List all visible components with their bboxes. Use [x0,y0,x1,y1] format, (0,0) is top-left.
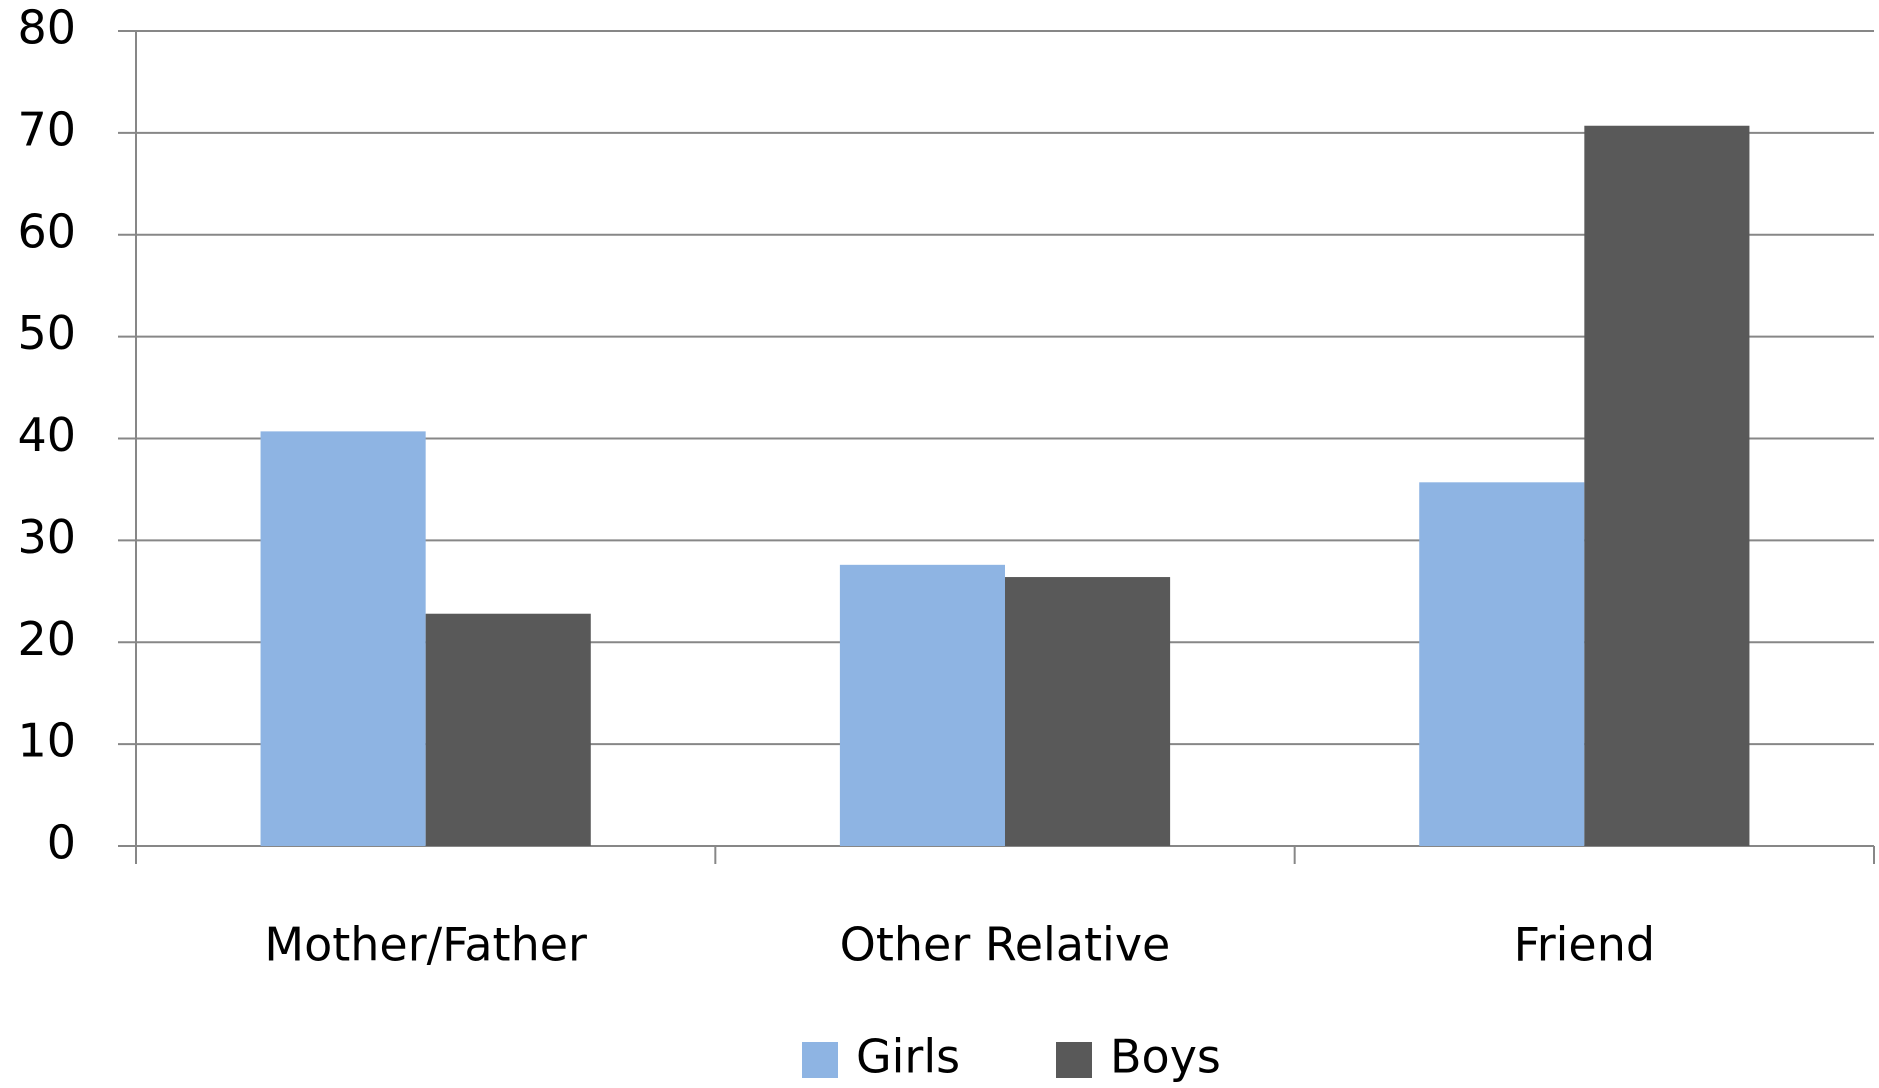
bar [260,431,426,846]
x-tick-label: Other Relative [840,918,1171,972]
y-tick-label: 80 [17,1,76,55]
legend-label: Girls [856,1030,960,1084]
x-tick-label: Mother/Father [264,918,587,972]
x-tick-label: Friend [1514,918,1655,972]
bar [1005,577,1171,846]
bar [425,613,591,846]
y-tick-label: 70 [17,102,76,156]
y-tick-label: 10 [17,714,76,768]
y-tick-label: 0 [47,816,76,870]
legend-swatch [802,1042,838,1078]
bar [1419,482,1585,846]
y-tick-label: 20 [17,612,76,666]
bar [1584,125,1750,846]
legend-swatch [1056,1042,1092,1078]
y-tick-label: 40 [17,408,76,462]
y-tick-label: 30 [17,510,76,564]
bar [839,564,1005,846]
legend-label: Boys [1110,1030,1221,1084]
y-tick-label: 60 [17,204,76,258]
y-tick-label: 50 [17,306,76,360]
